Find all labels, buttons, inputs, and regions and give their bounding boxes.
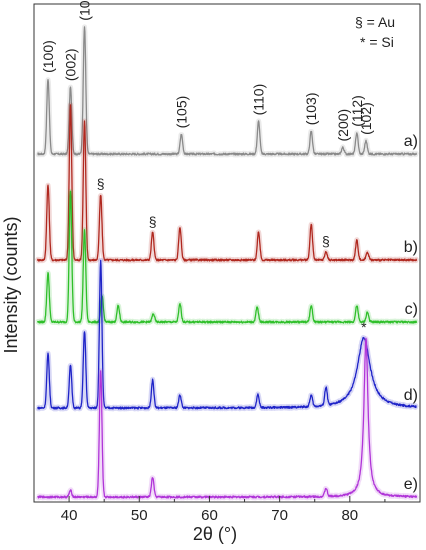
x-tick-label: 40 bbox=[61, 507, 78, 524]
plot-border bbox=[33, 3, 421, 503]
x-tick-label: 80 bbox=[341, 507, 358, 524]
trace-d bbox=[37, 259, 417, 410]
trace-label: d) bbox=[404, 387, 418, 404]
peak-label: (110) bbox=[251, 84, 267, 116]
peak-marker: § bbox=[149, 213, 157, 229]
peak-marker: * bbox=[361, 319, 367, 335]
legend-au: § = Au bbox=[355, 14, 395, 30]
x-tick-label: 60 bbox=[201, 507, 218, 524]
x-tick-label: 70 bbox=[271, 507, 288, 524]
peak-label: (102) bbox=[358, 102, 374, 135]
peak-marker: § bbox=[322, 233, 330, 249]
trace-e bbox=[36, 338, 418, 499]
peak-label: (101) bbox=[77, 0, 93, 21]
peak-label: (100) bbox=[40, 40, 56, 73]
peak-label: (112) bbox=[349, 95, 365, 127]
x-axis-label: 2θ (°) bbox=[193, 524, 237, 544]
x-tick-label: 50 bbox=[131, 507, 148, 524]
y-axis-label: Intensity (counts) bbox=[1, 216, 21, 353]
trace-label: b) bbox=[404, 239, 418, 256]
peak-labels: (100) (002) (101) (105) (110) (103) (200)(112)… bbox=[40, 0, 374, 335]
trace-label: e) bbox=[404, 476, 418, 493]
peak-marker: § bbox=[97, 176, 105, 192]
trace-label: a) bbox=[404, 133, 418, 150]
trace-glow bbox=[35, 257, 419, 412]
peak-label: (002) bbox=[63, 48, 79, 81]
traces: a) b) c) d) e) bbox=[35, 24, 419, 501]
plot-frame bbox=[33, 3, 421, 503]
x-axis: 40 50 60 70 80 bbox=[33, 496, 421, 524]
trace-label: c) bbox=[405, 301, 418, 318]
trace-c bbox=[36, 190, 418, 324]
trace-b bbox=[36, 104, 418, 262]
legend-si: * = Si bbox=[360, 34, 394, 50]
peak-label: (200) bbox=[335, 109, 351, 142]
peak-label: (105) bbox=[173, 96, 189, 129]
trace-a bbox=[37, 26, 418, 156]
peak-label: (103) bbox=[303, 93, 319, 126]
